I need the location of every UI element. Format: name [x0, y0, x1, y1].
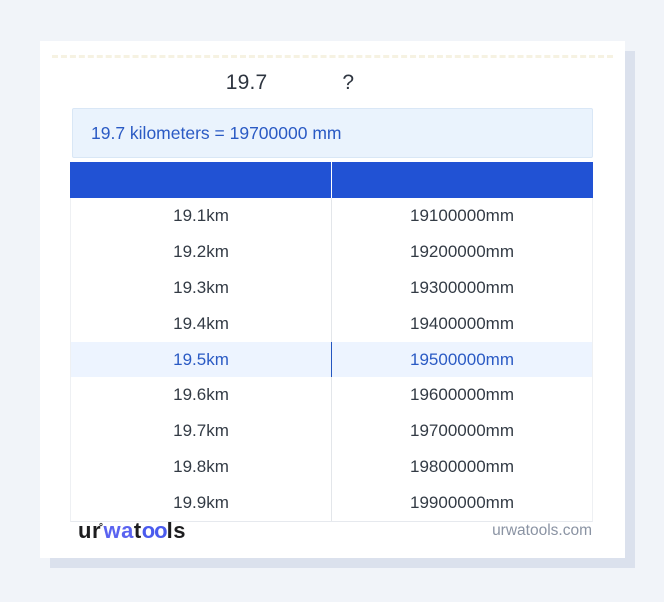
title-question-mark: ?	[342, 71, 355, 94]
ad-placeholder-border	[52, 55, 613, 58]
table-row[interactable]: 19.5km 19500000mm	[71, 341, 592, 378]
table-row: 19.3km 19300000mm	[71, 269, 592, 306]
logo-part-ur: ur	[78, 518, 101, 543]
km-cell: 19.8km	[71, 449, 332, 486]
logo-part-oo: oo	[141, 518, 168, 543]
site-logo[interactable]: ur°watools	[78, 518, 186, 544]
site-domain-text: urwatools.com	[492, 522, 592, 539]
logo-part-ls: ls	[166, 518, 186, 543]
table-header-mm	[332, 162, 593, 198]
km-cell: 19.2km	[71, 233, 332, 270]
logo-part-wa: wa	[103, 518, 134, 543]
conversion-card: 19.7 ? 19.7 kilometers = 19700000 mm 19.…	[40, 41, 625, 558]
mm-cell: 19900000mm	[410, 493, 514, 513]
km-cell: 19.4km	[71, 305, 332, 342]
logo-degree-icon: °	[99, 521, 104, 533]
title-value: 19.7	[225, 71, 268, 94]
table-row: 19.8km 19800000mm	[71, 449, 592, 486]
table-body: 19.1km 19100000mm 19.2km 19200000mm 19.3…	[70, 198, 593, 523]
page-title: 19.7 ?	[40, 71, 625, 95]
km-cell: 19.9km	[71, 485, 332, 522]
table-row: 19.7km 19700000mm	[71, 413, 592, 450]
table-row: 19.6km 19600000mm	[71, 377, 592, 414]
table-header	[70, 162, 593, 198]
table-row: 19.9km 19900000mm	[71, 485, 592, 522]
conversion-result-banner: 19.7 kilometers = 19700000 mm	[72, 108, 593, 158]
km-cell: 19.5km	[71, 341, 332, 378]
table-header-km	[70, 162, 332, 198]
table-row: 19.2km 19200000mm	[71, 233, 592, 270]
mm-cell: 19800000mm	[410, 457, 514, 477]
mm-cell: 19100000mm	[410, 205, 514, 225]
km-cell: 19.1km	[71, 198, 332, 234]
mm-cell: 19500000mm	[410, 349, 514, 369]
table-row: 19.1km 19100000mm	[71, 198, 592, 234]
table-row: 19.4km 19400000mm	[71, 305, 592, 342]
logo-part-t: t	[133, 518, 142, 543]
mm-cell: 19300000mm	[410, 277, 514, 297]
mm-cell: 19700000mm	[410, 421, 514, 441]
mm-cell: 19400000mm	[410, 313, 514, 333]
mm-cell: 19600000mm	[410, 385, 514, 405]
mm-cell: 19200000mm	[410, 241, 514, 261]
conversion-result-text: 19.7 kilometers = 19700000 mm	[91, 122, 342, 143]
km-cell: 19.6km	[71, 377, 332, 414]
footer: ur°watools urwatools.com	[78, 514, 592, 548]
km-cell: 19.7km	[71, 413, 332, 450]
km-cell: 19.3km	[71, 269, 332, 306]
conversion-table: 19.1km 19100000mm 19.2km 19200000mm 19.3…	[70, 162, 593, 523]
